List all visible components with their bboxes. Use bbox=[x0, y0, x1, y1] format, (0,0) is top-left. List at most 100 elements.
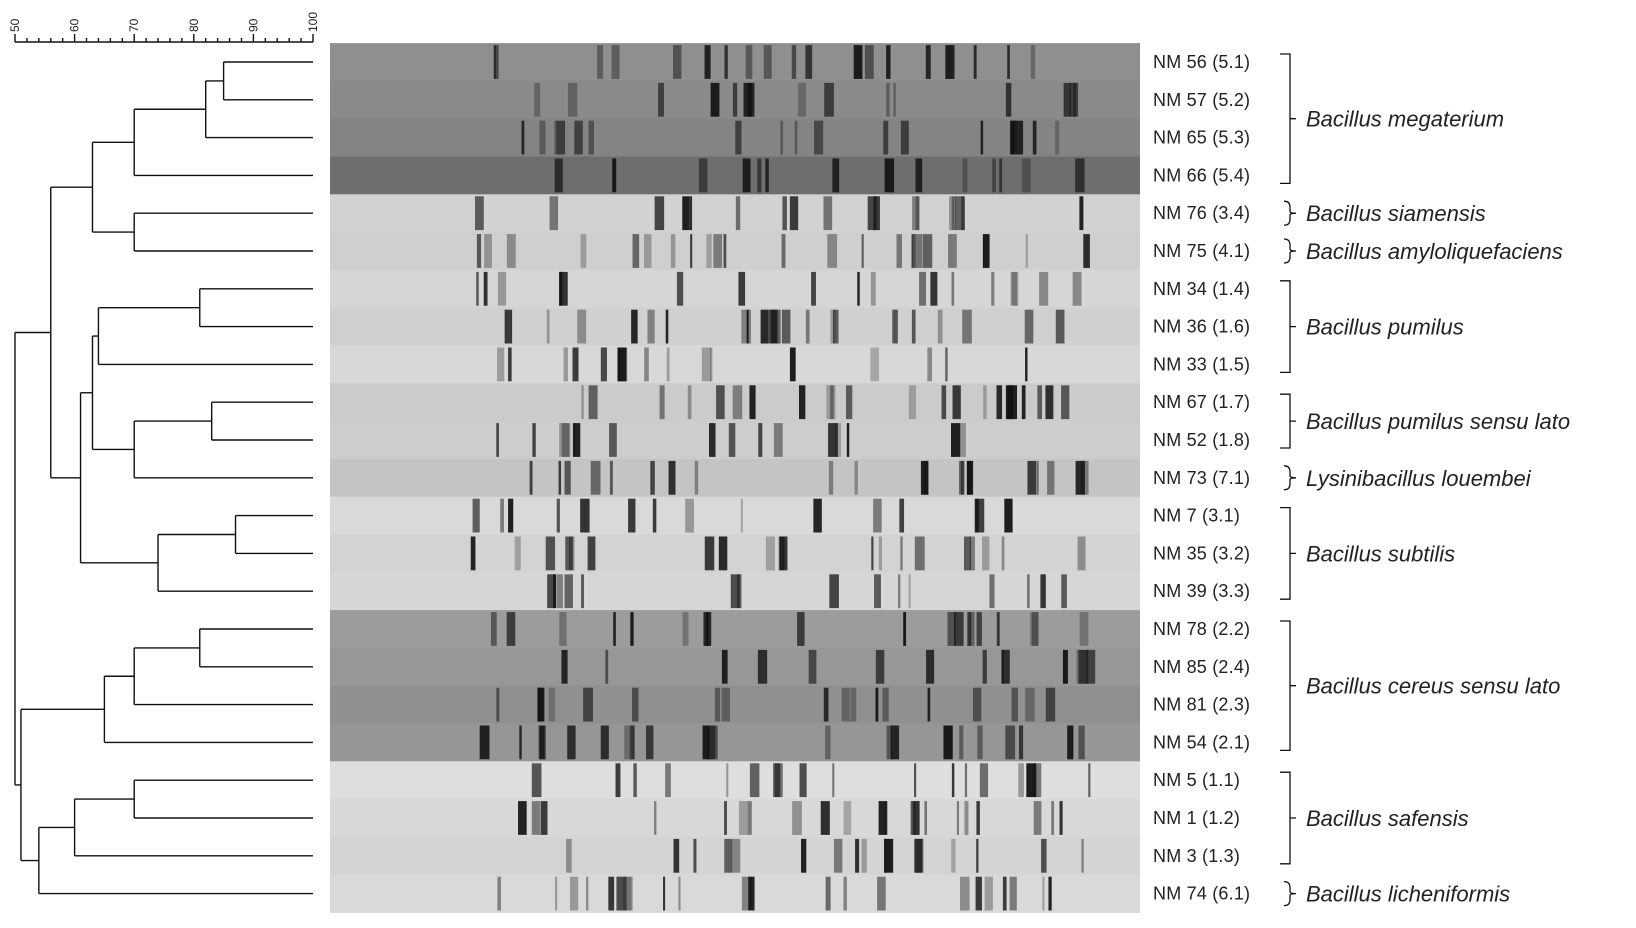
gel-band bbox=[861, 234, 864, 268]
gel-band bbox=[529, 460, 533, 495]
gel-band bbox=[945, 347, 948, 382]
scale-tick-label: 70 bbox=[127, 18, 141, 32]
gel-band bbox=[824, 82, 834, 117]
lane-label: NM 81 (2.3) bbox=[1153, 695, 1250, 715]
gel-band bbox=[665, 763, 671, 798]
gel-band bbox=[721, 649, 728, 684]
gel-band bbox=[698, 158, 708, 193]
gel-band bbox=[1037, 385, 1043, 420]
gel-band bbox=[1030, 612, 1039, 646]
species-bracket bbox=[1280, 771, 1296, 865]
gel-band bbox=[1075, 460, 1085, 495]
gel-band bbox=[927, 687, 931, 722]
gel-band bbox=[779, 536, 788, 571]
gel-band bbox=[561, 423, 571, 457]
gel-band bbox=[541, 687, 544, 722]
gel-band bbox=[749, 763, 760, 798]
gel-band bbox=[943, 725, 953, 760]
gel-band bbox=[1055, 120, 1060, 155]
gel-band bbox=[1027, 574, 1030, 609]
gel-band bbox=[497, 347, 505, 382]
gel-band bbox=[556, 574, 563, 609]
gel-band bbox=[496, 423, 499, 457]
lane-label: NM 35 (3.2) bbox=[1153, 543, 1250, 563]
gel-band bbox=[886, 45, 891, 79]
gel-band bbox=[600, 347, 607, 382]
gel-band bbox=[682, 196, 690, 231]
species-label: Bacillus licheniformis bbox=[1306, 882, 1510, 907]
gel-lane bbox=[330, 799, 1140, 838]
gel-band bbox=[665, 309, 669, 344]
gel-band bbox=[1018, 725, 1024, 760]
gel-band bbox=[624, 725, 635, 760]
gel-band bbox=[723, 234, 727, 268]
gel-band bbox=[472, 498, 480, 533]
gel-band bbox=[952, 385, 961, 420]
gel-band bbox=[884, 838, 894, 873]
gel-lane bbox=[330, 647, 1140, 687]
gel-band bbox=[564, 574, 573, 609]
gel-band bbox=[1067, 725, 1074, 760]
gel-band bbox=[616, 876, 627, 911]
gel-band bbox=[757, 158, 762, 193]
gel-band bbox=[950, 423, 961, 457]
gel-band bbox=[792, 801, 802, 835]
gel-band bbox=[832, 158, 840, 193]
gel-band bbox=[922, 234, 933, 268]
gel-band bbox=[1047, 460, 1055, 495]
gel-band bbox=[713, 234, 723, 268]
gel-band bbox=[685, 498, 694, 533]
gel-band bbox=[773, 423, 783, 457]
lane-label: NM 75 (4.1) bbox=[1153, 241, 1250, 261]
gel-band bbox=[930, 271, 938, 306]
gel-lane-background bbox=[330, 118, 1140, 157]
gel-band bbox=[969, 536, 975, 571]
gel-band bbox=[689, 196, 693, 231]
gel-band bbox=[721, 687, 730, 722]
gel-band bbox=[982, 536, 990, 571]
gel-band bbox=[832, 309, 839, 344]
gel-band bbox=[780, 120, 784, 155]
gel-band bbox=[633, 763, 637, 798]
species-group: Bacillus pumilus sensu lato bbox=[1280, 393, 1570, 449]
gel-band bbox=[611, 45, 620, 79]
gel-band bbox=[580, 234, 587, 268]
gel-band bbox=[974, 498, 985, 533]
gel-band bbox=[583, 687, 593, 722]
gel-band bbox=[749, 385, 756, 420]
gel-band bbox=[623, 876, 632, 911]
gel-band bbox=[798, 385, 806, 420]
gel-band bbox=[805, 309, 810, 344]
lane-label: NM 66 (5.4) bbox=[1153, 165, 1250, 185]
gel-band bbox=[953, 612, 964, 646]
gel-band bbox=[1011, 687, 1018, 722]
gel-band bbox=[701, 347, 711, 382]
gel-band bbox=[845, 385, 853, 420]
gel-band bbox=[581, 574, 585, 609]
gel-band bbox=[999, 158, 1003, 193]
scale-tick-label: 90 bbox=[246, 18, 260, 32]
lane-label: NM 78 (2.2) bbox=[1153, 619, 1250, 639]
gel-band bbox=[814, 120, 824, 155]
gel-band bbox=[924, 801, 928, 835]
gel-lane bbox=[330, 118, 1140, 157]
gel-band bbox=[567, 82, 578, 117]
gel-band bbox=[597, 45, 604, 79]
gel-band bbox=[864, 45, 874, 79]
gel-band bbox=[670, 234, 676, 268]
gel-lane bbox=[330, 610, 1140, 649]
gel-band bbox=[548, 687, 556, 722]
gel-band bbox=[580, 498, 590, 533]
gel-band bbox=[765, 536, 775, 571]
species-bracket bbox=[1280, 53, 1296, 185]
gel-band bbox=[825, 876, 831, 911]
gel-band bbox=[577, 309, 587, 344]
species-bracket bbox=[1280, 393, 1296, 449]
gel-band bbox=[1009, 876, 1017, 911]
gel-band bbox=[631, 309, 638, 344]
gel-band bbox=[874, 574, 881, 609]
gel-band bbox=[687, 385, 692, 420]
gel-band bbox=[519, 725, 522, 760]
gel-band bbox=[728, 423, 736, 457]
gel-band bbox=[741, 309, 751, 344]
